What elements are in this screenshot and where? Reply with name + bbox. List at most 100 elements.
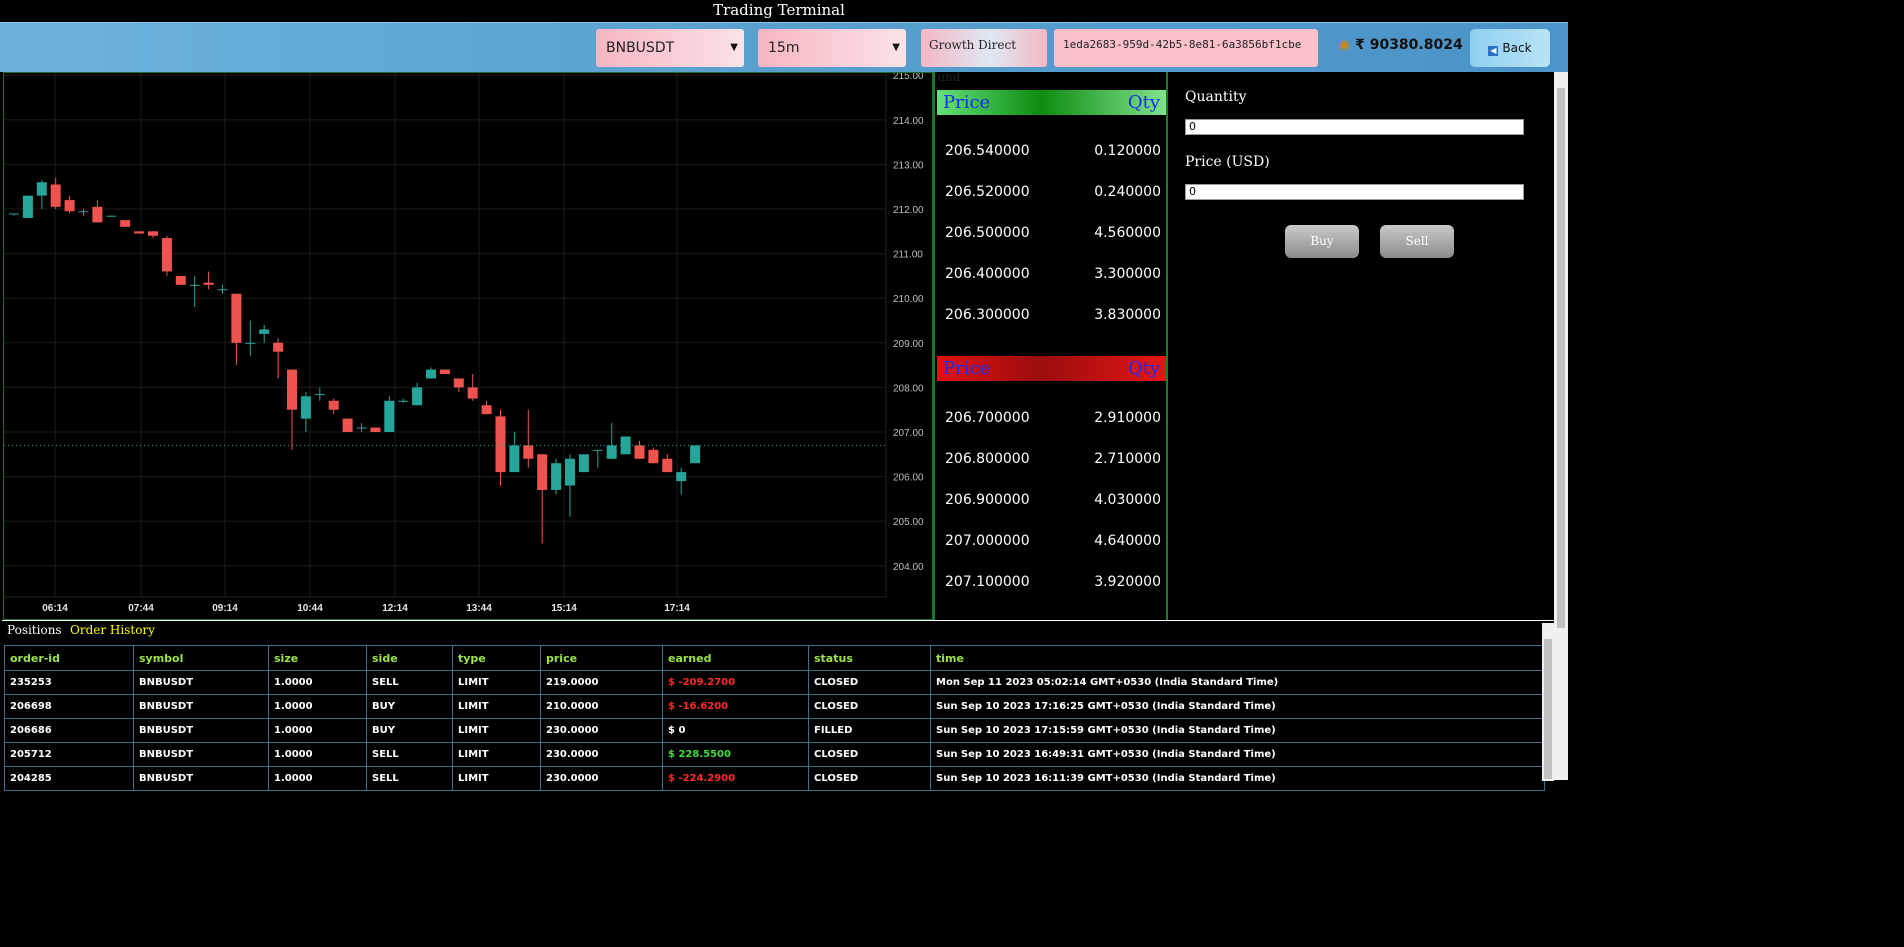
candle[interactable]: [148, 231, 158, 239]
sell-button[interactable]: Sell: [1380, 225, 1454, 258]
symbol-select[interactable]: BNBUSDT ▼: [596, 29, 744, 67]
column-header-time[interactable]: time: [930, 645, 1545, 671]
candle[interactable]: [620, 436, 631, 455]
candle[interactable]: [578, 454, 589, 473]
ask-row[interactable]: 207.000000 4.640000: [945, 533, 1161, 553]
candle[interactable]: [36, 180, 47, 210]
table-header-row: order-id symbol size side type price earned sta…: [4, 645, 1545, 671]
candle[interactable]: [64, 195, 75, 214]
ask-row[interactable]: 206.800000 2.710000: [945, 451, 1161, 471]
table-row[interactable]: 204285 BNBUSDT 1.0000 SELL LIMIT 230.0000 $ -2…: [4, 766, 1545, 791]
column-header-symbol[interactable]: symbol: [133, 645, 269, 671]
column-header-earned[interactable]: earned: [662, 645, 809, 671]
candle[interactable]: [342, 418, 353, 432]
candle[interactable]: [231, 293, 242, 366]
candle[interactable]: [245, 320, 256, 357]
candle[interactable]: [606, 423, 617, 459]
candle[interactable]: [439, 369, 450, 375]
back-button[interactable]: ◀ Back: [1470, 29, 1550, 67]
candle[interactable]: [690, 445, 701, 464]
candle[interactable]: [314, 387, 325, 401]
column-header-order-id[interactable]: order-id: [4, 645, 134, 671]
candle[interactable]: [106, 215, 117, 217]
candle[interactable]: [634, 440, 645, 459]
tab-positions[interactable]: Positions: [7, 623, 62, 637]
candle[interactable]: [384, 396, 395, 432]
bid-qty: 4.560000: [1094, 225, 1161, 241]
page-scrollbar[interactable]: [1554, 72, 1568, 780]
price-input[interactable]: 0: [1185, 184, 1524, 200]
candle[interactable]: [481, 400, 492, 415]
candlestick-chart-svg: 204.00 205.00 206.00 207.00 208.00 209.00 210.…: [4, 71, 924, 614]
candle[interactable]: [50, 177, 61, 210]
table-row[interactable]: 206686 BNBUSDT 1.0000 BUY LIMIT 230.0000 $ 0 FI…: [4, 718, 1545, 743]
candle[interactable]: [565, 454, 575, 517]
table-cell-type: LIMIT: [452, 694, 541, 719]
candle[interactable]: [467, 374, 478, 401]
bid-row[interactable]: 206.520000 0.240000: [945, 184, 1161, 204]
ask-row[interactable]: 206.900000 4.030000: [945, 492, 1161, 512]
candle[interactable]: [92, 200, 103, 223]
orders-scrollbar-thumb[interactable]: [1544, 639, 1552, 779]
candle[interactable]: [217, 284, 228, 294]
price-chart[interactable]: 204.00 205.00 206.00 207.00 208.00 209.00 210.…: [3, 71, 933, 620]
table-cell-size: 1.0000: [268, 718, 367, 743]
table-row[interactable]: 235253 BNBUSDT 1.0000 SELL LIMIT 219.0000 $ -2…: [4, 670, 1545, 695]
orders-scrollbar[interactable]: [1542, 623, 1554, 781]
candle[interactable]: [78, 209, 89, 216]
bid-row[interactable]: 206.300000 3.830000: [945, 307, 1161, 327]
candle-body: [64, 200, 75, 212]
candle[interactable]: [259, 324, 270, 343]
candle-body: [370, 427, 381, 432]
candle[interactable]: [203, 271, 214, 290]
candle[interactable]: [551, 458, 562, 495]
candle[interactable]: [662, 454, 673, 473]
wallet-balance: ◉ ₹ 90380.8024: [1338, 37, 1463, 53]
bid-row[interactable]: 206.500000 4.560000: [945, 225, 1161, 245]
candle[interactable]: [592, 449, 603, 468]
candle[interactable]: [134, 231, 145, 234]
symbol-select-value: BNBUSDT: [606, 40, 675, 56]
candle[interactable]: [648, 447, 659, 464]
bid-row[interactable]: 206.400000 3.300000: [945, 266, 1161, 286]
candle[interactable]: [453, 378, 464, 392]
table-cell-order-id: 206686: [4, 718, 134, 743]
candle[interactable]: [398, 398, 409, 404]
candle[interactable]: [370, 427, 381, 432]
candle[interactable]: [300, 391, 311, 432]
candle[interactable]: [328, 398, 339, 415]
column-header-side[interactable]: side: [366, 645, 453, 671]
candle[interactable]: [9, 213, 19, 216]
candle[interactable]: [22, 195, 33, 218]
table-cell-earned: $ 0: [662, 718, 809, 743]
candle[interactable]: [161, 235, 172, 276]
candle[interactable]: [495, 409, 506, 486]
table-row[interactable]: 206698 BNBUSDT 1.0000 BUY LIMIT 210.0000 $ -16…: [4, 694, 1545, 719]
ask-row[interactable]: 206.700000 2.910000: [945, 410, 1161, 430]
table-cell-time: Sun Sep 10 2023 16:11:39 GMT+0530 (India…: [930, 766, 1545, 791]
ask-row[interactable]: 207.100000 3.920000: [945, 574, 1161, 594]
candle[interactable]: [676, 467, 687, 495]
buy-button[interactable]: Buy: [1285, 225, 1359, 258]
interval-select[interactable]: 15m ▼: [758, 29, 906, 67]
column-header-type[interactable]: type: [452, 645, 541, 671]
quantity-input[interactable]: 0: [1185, 119, 1524, 135]
column-header-price[interactable]: price: [540, 645, 663, 671]
candle[interactable]: [120, 220, 131, 227]
candle[interactable]: [537, 454, 548, 544]
candle[interactable]: [426, 367, 436, 379]
candle[interactable]: [287, 369, 297, 450]
candle[interactable]: [523, 409, 534, 468]
candle[interactable]: [175, 275, 186, 285]
tab-order-history[interactable]: Order History: [70, 623, 155, 637]
column-header-status[interactable]: status: [808, 645, 931, 671]
candle[interactable]: [412, 382, 423, 406]
table-row[interactable]: 205712 BNBUSDT 1.0000 SELL LIMIT 230.0000 $ 22…: [4, 742, 1545, 767]
bid-row[interactable]: 206.540000 0.120000: [945, 143, 1161, 163]
candle[interactable]: [189, 275, 200, 308]
candle[interactable]: [273, 338, 284, 379]
candle[interactable]: [356, 423, 367, 432]
candle[interactable]: [509, 431, 520, 473]
page-scrollbar-thumb[interactable]: [1557, 88, 1565, 628]
column-header-size[interactable]: size: [268, 645, 367, 671]
